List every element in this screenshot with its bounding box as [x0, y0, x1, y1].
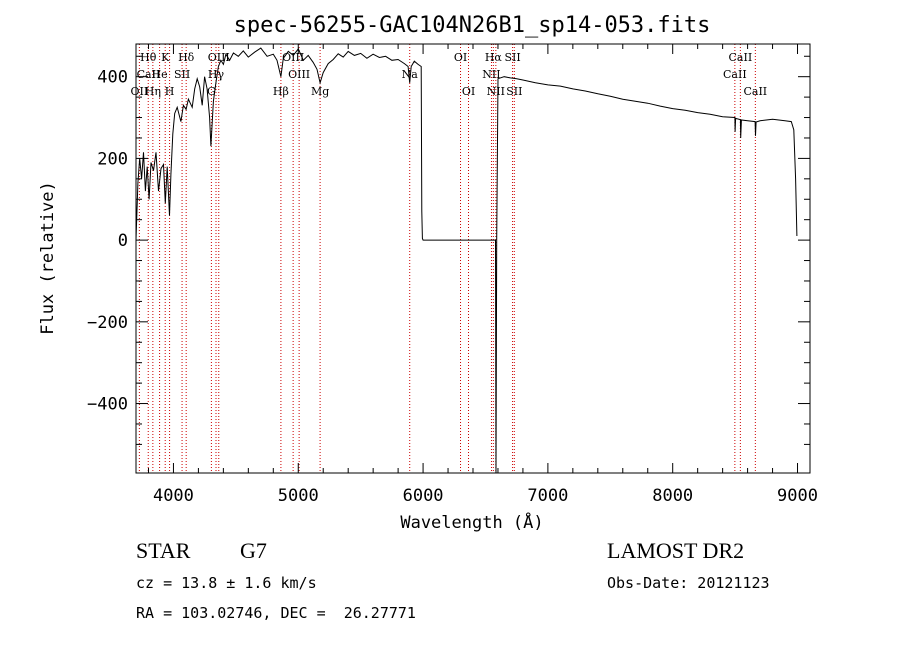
- spectral-line-label: OII: [131, 85, 149, 98]
- spectral-line-label: CaII: [723, 68, 747, 81]
- x-tick-label: 7000: [527, 486, 568, 506]
- spectral-line-label: CaII: [743, 85, 767, 98]
- spectral-line-label: CaII: [137, 68, 161, 81]
- spectral-line-label: Mg: [311, 85, 329, 98]
- x-axis-label: Wavelength (Å): [400, 511, 543, 533]
- spectral-line-label: He: [152, 68, 168, 81]
- spectral-line-label: OI: [454, 51, 467, 64]
- object-class: STAR: [136, 538, 191, 563]
- spectral-line-label: K: [161, 51, 170, 64]
- spectral-line-label: H: [165, 85, 175, 98]
- spectral-line-label: Hγ: [208, 68, 225, 81]
- x-tick-label: 4000: [153, 486, 194, 506]
- axis-ticks: 4000 5000 6000 7000 8000 9000 −400 −200 0 200 400: [87, 44, 818, 506]
- x-tick-label: 8000: [652, 486, 693, 506]
- spectral-line-label: Hα: [485, 51, 503, 64]
- y-tick-label: 0: [118, 231, 128, 251]
- object-subclass: G7: [240, 538, 267, 563]
- spectral-line-label: NII: [482, 68, 500, 81]
- spectral-line-label: Na: [402, 68, 419, 81]
- x-tick-label: 6000: [403, 486, 444, 506]
- spectral-line-label: NII: [487, 85, 505, 98]
- spectral-line-label: CaII: [729, 51, 753, 64]
- y-axis-label: Flux (relative): [38, 181, 58, 335]
- y-tick-label: 400: [97, 68, 128, 88]
- spectral-line-label: OIII: [282, 51, 304, 64]
- y-tick-label: −400: [87, 395, 128, 415]
- spectral-line-label: OI: [462, 85, 475, 98]
- observation-date: Obs-Date: 20121123: [607, 574, 770, 592]
- y-tick-label: −200: [87, 313, 128, 333]
- spectral-line-markers: [138, 44, 756, 473]
- redshift-velocity: cz = 13.8 ± 1.6 km/s: [136, 574, 317, 592]
- y-tick-label: 200: [97, 149, 128, 169]
- x-tick-label: 5000: [278, 486, 319, 506]
- chart-title: spec-56255-GAC104N26B1_sp14-053.fits: [234, 13, 711, 38]
- spectrum-series-layer: [135, 47, 798, 474]
- spectral-line-label: Hθ: [140, 51, 157, 64]
- x-tick-label: 9000: [777, 486, 818, 506]
- spectral-line-label: OIII: [208, 51, 230, 64]
- spectral-line-label: G: [207, 85, 216, 98]
- spectral-line-label: Hδ: [178, 51, 195, 64]
- spectral-line-label: Hβ: [273, 85, 289, 98]
- survey-name: LAMOST DR2: [607, 538, 745, 563]
- spectrum-line: [135, 47, 798, 474]
- sky-coordinates: RA = 103.02746, DEC = 26.27771: [136, 604, 416, 622]
- spectral-line-label: Hη: [145, 85, 161, 98]
- plot-frame: [135, 43, 811, 474]
- spectral-line-label: SII: [174, 68, 190, 81]
- spectral-line-label: SII: [506, 85, 522, 98]
- spectral-line-label: SII: [504, 51, 520, 64]
- spectral-line-label: OIII: [288, 68, 310, 81]
